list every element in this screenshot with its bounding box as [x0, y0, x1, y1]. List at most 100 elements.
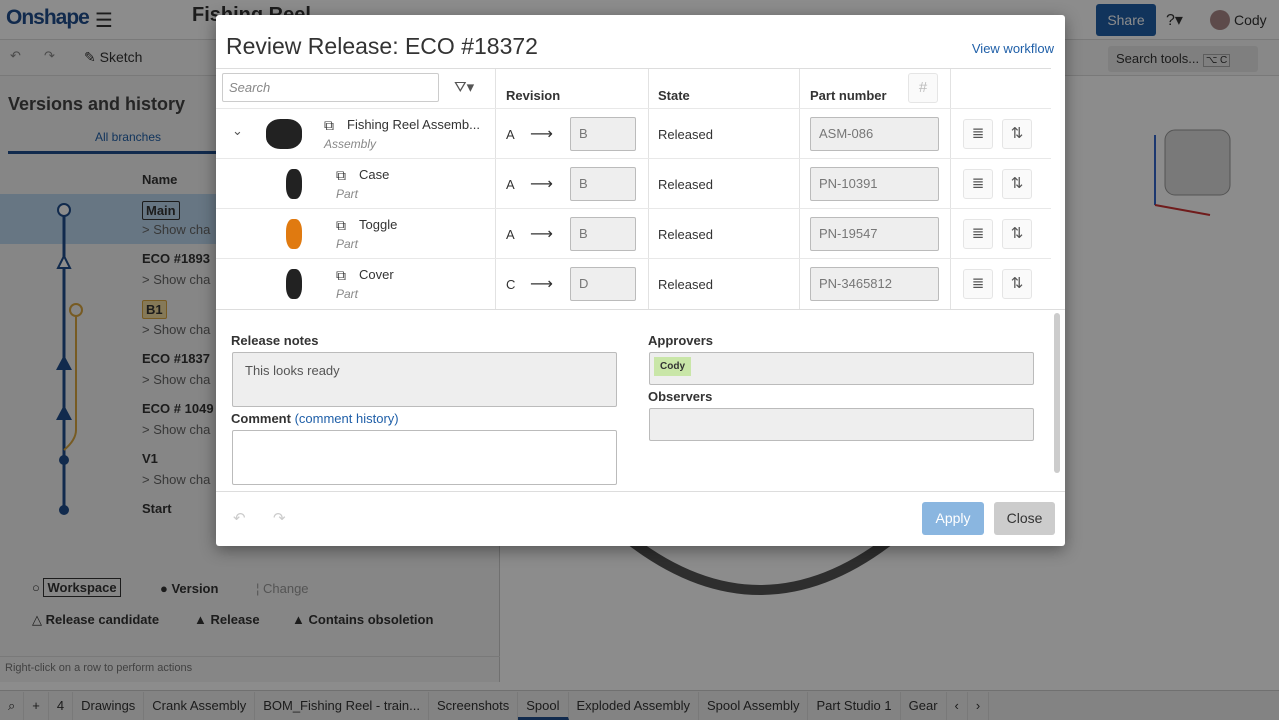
- tab-spool-assembly[interactable]: Spool Assembly: [699, 691, 809, 720]
- close-button[interactable]: Close: [994, 502, 1055, 535]
- apply-button[interactable]: Apply: [922, 502, 984, 535]
- item-name[interactable]: Cover: [359, 267, 394, 282]
- undo-icon[interactable]: ↶: [10, 48, 21, 63]
- menu-icon[interactable]: ☰: [95, 10, 113, 32]
- avatar[interactable]: [1210, 10, 1230, 30]
- arrow-right-icon: ⟶: [530, 226, 553, 243]
- legend-version: ● Version: [160, 581, 219, 596]
- history-row[interactable]: V1: [142, 451, 158, 466]
- revision-from: C: [506, 277, 516, 292]
- compare-icon[interactable]: ⇅: [1002, 119, 1032, 149]
- dialog-title: Review Release: ECO #18372: [226, 33, 538, 59]
- part-number-field[interactable]: PN-10391: [810, 167, 939, 201]
- tab-screenshots[interactable]: Screenshots: [429, 691, 519, 720]
- properties-icon[interactable]: ≣: [963, 269, 993, 299]
- show-changes[interactable]: > Show cha: [142, 372, 211, 387]
- item-state: Released: [658, 277, 713, 292]
- compare-icon[interactable]: ⇅: [1002, 219, 1032, 249]
- column-part-number: Part number: [810, 88, 887, 103]
- tab-exploded-assembly[interactable]: Exploded Assembly: [569, 691, 699, 720]
- status-bar: Right-click on a row to perform actions: [0, 656, 500, 680]
- item-state: Released: [658, 127, 713, 142]
- item-name[interactable]: Case: [359, 167, 390, 182]
- observers-field[interactable]: [649, 408, 1034, 441]
- show-changes[interactable]: > Show cha: [142, 422, 211, 437]
- release-item-row[interactable]: ⧉ Toggle Part A ⟶ B Released PN-19547 ≣ …: [216, 208, 1051, 258]
- revision-from: A: [506, 127, 515, 142]
- release-item-row[interactable]: ⧉ Cover Part C ⟶ D Released PN-3465812 ≣…: [216, 258, 1051, 308]
- user-name[interactable]: Cody: [1234, 12, 1267, 28]
- properties-icon[interactable]: ≣: [963, 119, 993, 149]
- document-tabs: ⌕ + 4 Drawings Crank Assembly BOM_Fishin…: [0, 690, 1279, 720]
- onshape-logo[interactable]: Onshape: [6, 6, 90, 29]
- comment-history-link[interactable]: (comment history): [294, 411, 399, 426]
- scroll-tabs-right-icon[interactable]: ›: [968, 691, 990, 720]
- legend-change: ¦ Change: [256, 581, 309, 596]
- column-name: Name: [142, 172, 178, 187]
- arrow-right-icon: ⟶: [530, 176, 553, 193]
- undo-icon[interactable]: ↶: [233, 510, 246, 527]
- show-changes[interactable]: > Show cha: [142, 222, 211, 237]
- release-item-row[interactable]: ⧉ Case Part A ⟶ B Released PN-10391 ≣ ⇅: [216, 158, 1051, 208]
- part-number-field[interactable]: PN-3465812: [810, 267, 939, 301]
- item-name[interactable]: Fishing Reel Assemb...: [347, 117, 480, 132]
- tab-crank-assembly[interactable]: Crank Assembly: [144, 691, 256, 720]
- history-row[interactable]: ECO #1893: [142, 251, 210, 266]
- history-row[interactable]: ECO #1837: [142, 351, 210, 366]
- view-workflow-link[interactable]: View workflow: [971, 41, 1054, 56]
- item-thumbnail: [286, 169, 302, 199]
- item-name[interactable]: Toggle: [359, 217, 398, 232]
- revision-to-field[interactable]: B: [570, 117, 636, 151]
- search-input[interactable]: Search: [222, 73, 439, 102]
- redo-icon[interactable]: ↷: [273, 510, 286, 527]
- history-row[interactable]: ECO # 1049: [142, 401, 214, 416]
- search-tools-placeholder: Search tools...: [1116, 51, 1200, 66]
- view-cube[interactable]: [1140, 95, 1260, 235]
- history-row[interactable]: Start: [142, 501, 172, 516]
- form-scrollbar[interactable]: [1054, 313, 1060, 473]
- comment-field[interactable]: [232, 430, 617, 485]
- approvers-field[interactable]: Cody: [649, 352, 1034, 385]
- tab-bom[interactable]: BOM_Fishing Reel - train...: [255, 691, 429, 720]
- tab-part-studio-1[interactable]: Part Studio 1: [808, 691, 901, 720]
- help-icon[interactable]: ?▾: [1166, 12, 1183, 29]
- add-tab-icon[interactable]: +: [24, 691, 49, 720]
- revision-to-field[interactable]: B: [570, 167, 636, 201]
- revision-to-field[interactable]: D: [570, 267, 636, 301]
- show-changes[interactable]: > Show cha: [142, 272, 211, 287]
- redo-icon[interactable]: ↷: [44, 48, 55, 63]
- properties-icon[interactable]: ≣: [963, 219, 993, 249]
- approver-chip[interactable]: Cody: [654, 357, 691, 376]
- observers-label: Observers: [648, 389, 713, 404]
- item-type: Part: [336, 237, 359, 251]
- share-button[interactable]: Share: [1096, 4, 1156, 36]
- release-notes-label: Release notes: [231, 333, 319, 348]
- release-item-row[interactable]: ⌄ ⧉ Fishing Reel Assemb... Assembly A ⟶ …: [216, 108, 1051, 158]
- tab-gear[interactable]: Gear: [901, 691, 947, 720]
- sketch-button[interactable]: ✎ Sketch: [84, 49, 143, 65]
- compare-icon[interactable]: ⇅: [1002, 269, 1032, 299]
- filter-icon[interactable]: ⛛▾: [454, 79, 475, 96]
- revision-from: A: [506, 177, 515, 192]
- panel-title: Versions and history: [8, 94, 186, 114]
- history-row-main[interactable]: Main: [142, 201, 180, 220]
- auto-number-icon[interactable]: #: [908, 73, 938, 103]
- history-row-b1[interactable]: B1: [142, 300, 167, 319]
- release-notes-field[interactable]: This looks ready: [232, 352, 617, 407]
- search-tools-input[interactable]: Search tools... ⌥ C: [1108, 46, 1258, 72]
- part-number-field[interactable]: PN-19547: [810, 217, 939, 251]
- legend-workspace: ○ Workspace: [32, 578, 121, 597]
- tab-manager-icon[interactable]: ⌕: [0, 691, 25, 720]
- scroll-tabs-left-icon[interactable]: ‹: [947, 691, 968, 720]
- revision-to-field[interactable]: B: [570, 217, 636, 251]
- part-icon: ⧉: [336, 217, 346, 233]
- tab-all-branches[interactable]: All branches: [8, 130, 248, 154]
- compare-icon[interactable]: ⇅: [1002, 169, 1032, 199]
- tab-spool[interactable]: Spool: [518, 691, 569, 720]
- tab-drawings[interactable]: Drawings: [73, 691, 145, 720]
- part-number-field[interactable]: ASM-086: [810, 117, 939, 151]
- properties-icon[interactable]: ≣: [963, 169, 993, 199]
- show-changes[interactable]: > Show cha: [142, 472, 211, 487]
- show-changes[interactable]: > Show cha: [142, 322, 211, 337]
- collapse-chevron-icon[interactable]: ⌄: [232, 123, 243, 138]
